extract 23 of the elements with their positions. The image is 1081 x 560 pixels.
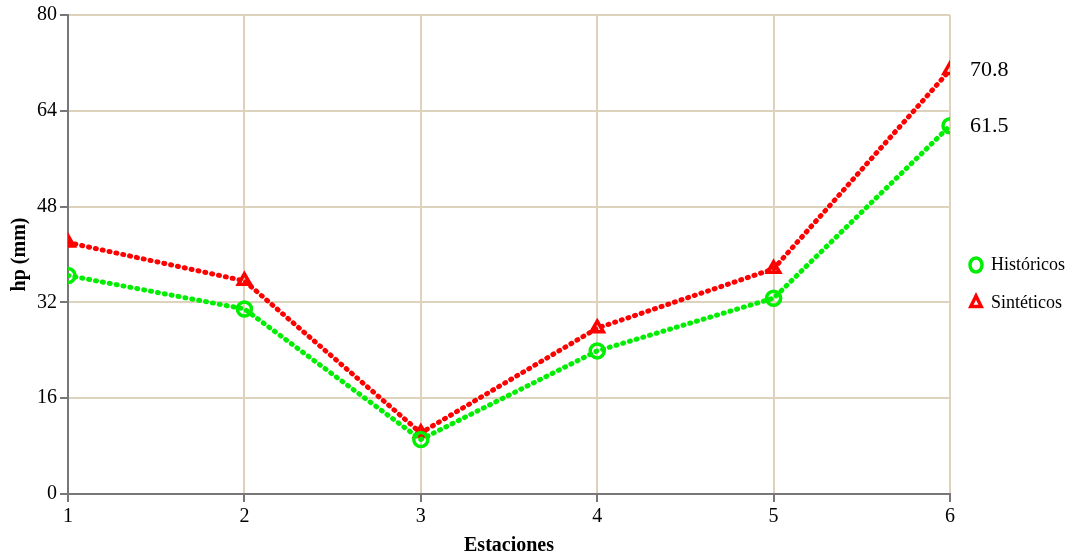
point [764,289,783,307]
x-axis-title: Estaciones [464,533,555,556]
y-tick-label: 0 [47,481,57,504]
y-tick-label: 80 [37,2,57,25]
legend-label: Sintéticos [991,291,1062,312]
y-axis-title: hp (mm) [7,217,31,292]
x-tick-label: 1 [63,504,73,527]
y-tick-label: 16 [37,385,57,408]
legend-label: Históricos [991,253,1065,274]
point [765,260,782,275]
y-tick-label: 48 [37,193,57,216]
point [589,319,606,334]
x-tick-label: 6 [945,504,955,527]
point [588,342,606,360]
y-tick-label: 32 [37,289,57,312]
x-tick-label: 5 [768,504,779,527]
x-tick-label: 4 [592,504,603,527]
point [412,430,430,449]
x-tick-label: 2 [239,504,250,527]
data-label: 70.8 [970,55,1009,81]
y-tick-label: 64 [37,98,57,121]
data-label: 61.5 [970,111,1009,137]
x-tick-label: 3 [415,504,426,527]
